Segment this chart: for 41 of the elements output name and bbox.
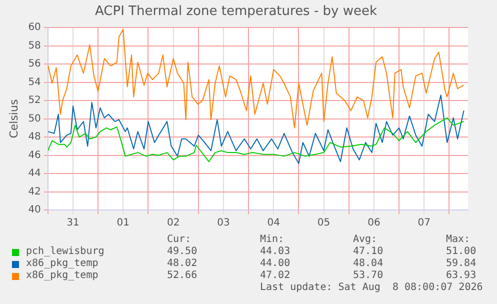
legend-label: pch_lewisburg [26,246,104,258]
text: Cur: [167,234,192,246]
legend-label: x86_pkg_temp [26,258,98,270]
text: Min: [260,234,284,246]
y-tick-label: 54 [28,76,41,88]
y-tick-label: 44 [28,168,41,180]
x-tick-label: 05 [317,218,330,229]
y-tick-label: 50 [28,113,41,124]
x-tick-label: 07 [418,218,430,229]
text: 63.93 [446,270,476,282]
x-tick-label: 31 [66,218,80,229]
y-tick-label: 42 [28,186,41,198]
text: 47.02 [260,270,290,282]
legend-label: x86_pkg_temp [26,270,98,282]
x-tick-label: 01 [116,218,130,229]
y-tick-label: 58 [28,40,41,52]
y-tick-label: 40 [28,204,41,216]
y-tick-label: 52 [28,95,41,106]
x-tick-label: 02 [166,218,180,229]
text: 48.02 [167,258,198,270]
y-tick-label: 46 [28,150,41,161]
text: 44.00 [260,258,290,270]
x-tick-label: 04 [267,218,280,229]
text: 47.10 [353,246,384,258]
text: Max: [446,234,470,246]
x-tick-label: 06 [368,218,380,229]
y-tick-label: 56 [28,58,41,70]
x-tick-label: 03 [217,218,230,229]
y-axis-title: Celsius [7,99,20,138]
chart-title: ACPI Thermal zone temperatures - by week [94,4,378,20]
text: Last update: Sat Aug 8 08:00:07 2026 [260,282,483,294]
text: 51.00 [446,246,476,258]
text: 44.03 [260,246,290,258]
text: Avg: [353,234,378,246]
text: 52.66 [167,270,198,282]
text: 49.50 [167,246,198,258]
text: 53.70 [353,270,384,282]
y-tick-label: 48 [28,132,41,143]
y-tick-label: 60 [28,22,41,34]
text: 59.84 [446,258,476,270]
text: 48.04 [353,258,384,270]
